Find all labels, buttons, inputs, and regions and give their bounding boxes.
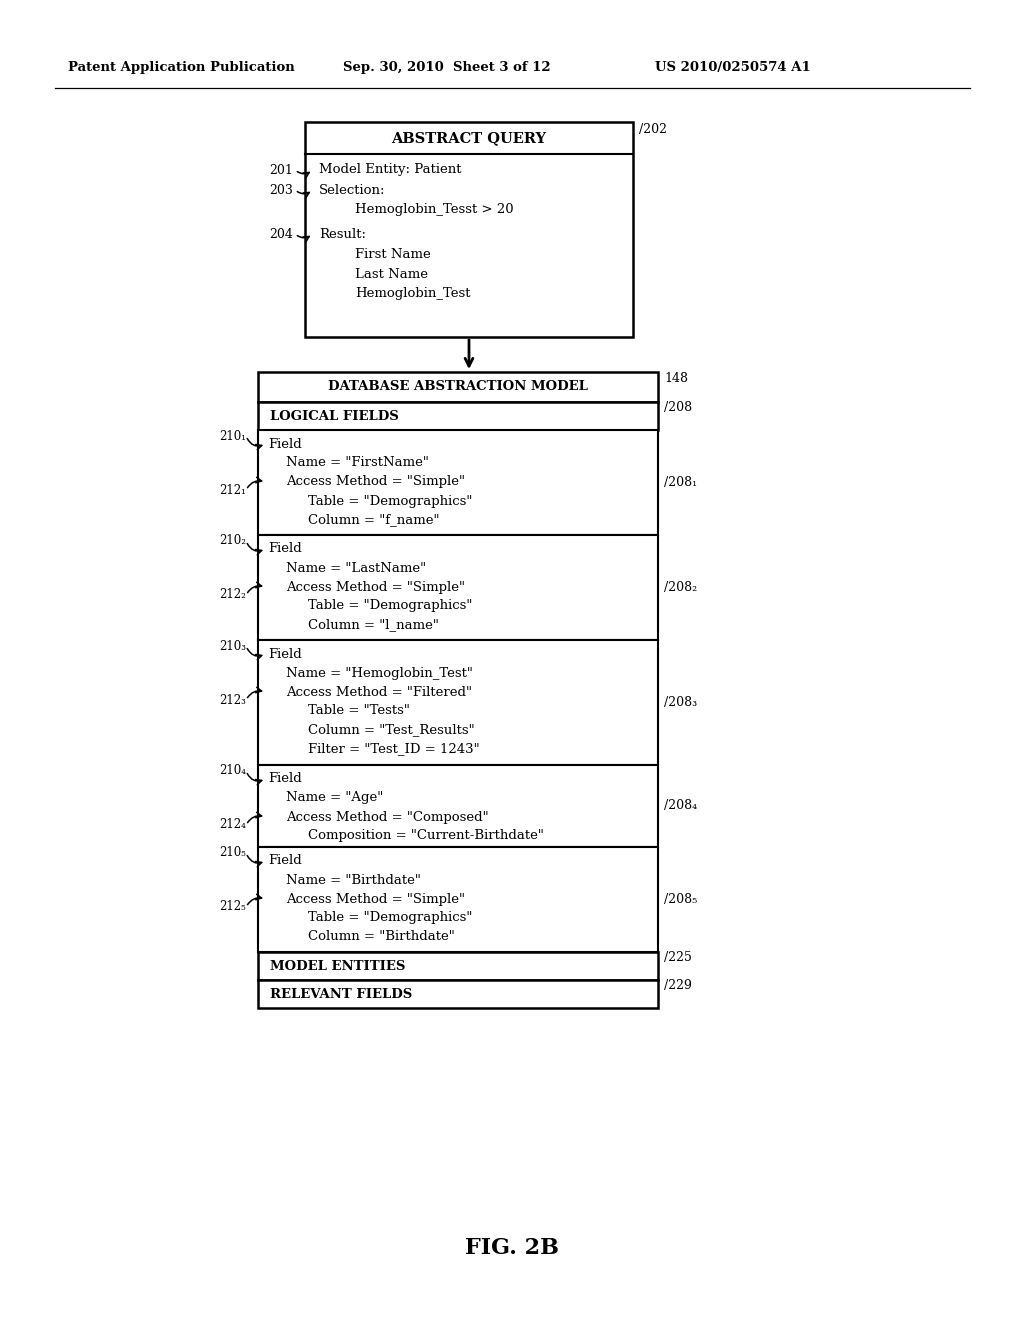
Text: Sep. 30, 2010  Sheet 3 of 12: Sep. 30, 2010 Sheet 3 of 12 [343,62,551,74]
Text: Model Entity: Patient: Model Entity: Patient [319,164,462,177]
Bar [258,535,658,640]
Bar [258,979,658,1008]
Text: Selection:: Selection: [319,183,385,197]
Text: 212₃: 212₃ [219,693,246,706]
Text: Column = "Test_Results": Column = "Test_Results" [308,723,475,737]
Text: 201: 201 [269,164,293,177]
Text: Table = "Demographics": Table = "Demographics" [308,599,472,612]
Bar [258,847,658,952]
Text: MODEL ENTITIES: MODEL ENTITIES [270,960,406,973]
Bar [258,766,658,847]
Text: DATABASE ABSTRACTION MODEL: DATABASE ABSTRACTION MODEL [328,380,588,393]
Text: Field: Field [268,648,302,660]
Text: Access Method = "Filtered": Access Method = "Filtered" [286,685,472,698]
Text: 210₁: 210₁ [219,429,246,442]
Bar [258,640,658,766]
Text: /229: /229 [664,979,692,993]
Text: 212₁: 212₁ [219,483,246,496]
Text: Hemoglobin_Tesst > 20: Hemoglobin_Tesst > 20 [355,203,514,216]
Text: First Name: First Name [355,248,431,260]
Bar [258,372,658,403]
Text: Column = "f_name": Column = "f_name" [308,513,439,527]
Text: Table = "Demographics": Table = "Demographics" [308,912,472,924]
Text: Last Name: Last Name [355,268,428,281]
Text: 212₄: 212₄ [219,818,246,832]
Text: US 2010/0250574 A1: US 2010/0250574 A1 [655,62,811,74]
Text: 210₅: 210₅ [219,846,246,859]
Text: FIG. 2B: FIG. 2B [465,1237,559,1259]
Text: Table = "Tests": Table = "Tests" [308,705,410,718]
Text: 212₅: 212₅ [219,900,246,913]
Text: Name = "Birthdate": Name = "Birthdate" [286,874,421,887]
Text: Access Method = "Simple": Access Method = "Simple" [286,581,465,594]
Text: Hemoglobin_Test: Hemoglobin_Test [355,288,470,301]
Text: 204: 204 [269,227,293,240]
Text: 210₂: 210₂ [219,535,246,548]
Text: Result:: Result: [319,227,366,240]
Text: Name = "FirstName": Name = "FirstName" [286,457,429,470]
Bar [258,403,658,430]
Text: Patent Application Publication: Patent Application Publication [68,62,295,74]
Text: RELEVANT FIELDS: RELEVANT FIELDS [270,987,413,1001]
Text: Field: Field [268,543,302,556]
Text: /208: /208 [664,401,692,414]
Text: 203: 203 [269,183,293,197]
Text: Column = "Birthdate": Column = "Birthdate" [308,931,455,944]
Text: Access Method = "Simple": Access Method = "Simple" [286,475,465,488]
Text: Field: Field [268,437,302,450]
Text: /208₃: /208₃ [664,696,697,709]
Text: 210₄: 210₄ [219,764,246,777]
Bar [258,430,658,535]
Bar [258,952,658,979]
Text: Table = "Demographics": Table = "Demographics" [308,495,472,507]
Text: 212₂: 212₂ [219,589,246,602]
Text: Field: Field [268,854,302,867]
Text: /208₂: /208₂ [664,581,697,594]
Bar [305,121,633,337]
Text: 148: 148 [664,371,688,384]
Text: ABSTRACT QUERY: ABSTRACT QUERY [391,131,547,145]
Text: LOGICAL FIELDS: LOGICAL FIELDS [270,409,398,422]
Text: /202: /202 [639,124,667,136]
Text: Composition = "Current-Birthdate": Composition = "Current-Birthdate" [308,829,544,842]
Text: Name = "LastName": Name = "LastName" [286,561,426,574]
Text: /208₅: /208₅ [664,894,697,906]
Text: 210₃: 210₃ [219,639,246,652]
Text: Name = "Hemoglobin_Test": Name = "Hemoglobin_Test" [286,667,473,680]
Text: Filter = "Test_ID = 1243": Filter = "Test_ID = 1243" [308,742,479,755]
Text: Access Method = "Simple": Access Method = "Simple" [286,892,465,906]
Text: /225: /225 [664,952,692,965]
Text: Field: Field [268,772,302,785]
Text: Column = "l_name": Column = "l_name" [308,619,439,631]
Text: Name = "Age": Name = "Age" [286,792,383,804]
Text: Access Method = "Composed": Access Method = "Composed" [286,810,488,824]
Text: /208₄: /208₄ [664,800,697,813]
Text: /208₁: /208₁ [664,477,697,488]
